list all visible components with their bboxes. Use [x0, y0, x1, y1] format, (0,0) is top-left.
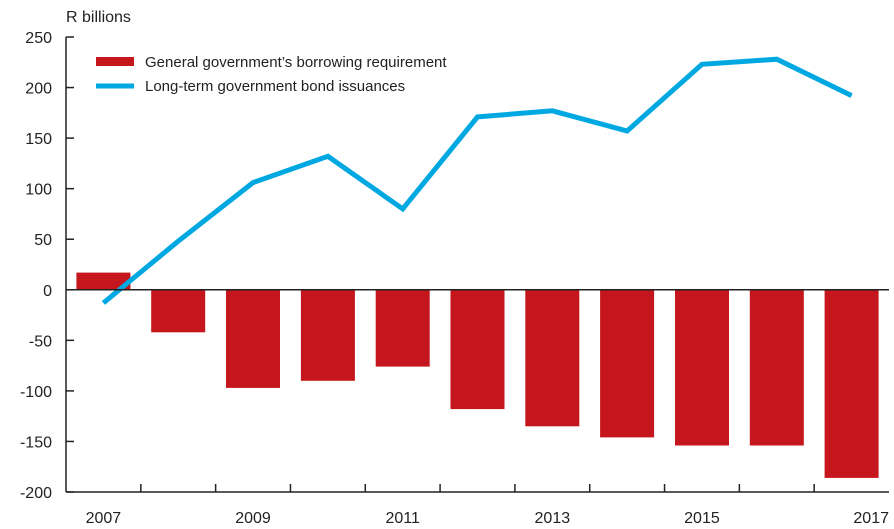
y-axis-unit-label: R billions	[66, 9, 131, 26]
bar-2015	[675, 289, 729, 446]
bar-2009	[226, 289, 280, 388]
y-tick-label: -50	[29, 333, 52, 350]
y-tick-label: 50	[34, 232, 52, 249]
bar-2012	[450, 289, 505, 410]
bar-2013	[525, 289, 580, 427]
legend-label-bond-issuances: Long-term government bond issuances	[145, 78, 405, 95]
bond-issuances-line	[101, 56, 853, 305]
y-tick-label: 200	[25, 81, 52, 98]
x-tick-label: 2007	[86, 510, 122, 527]
y-tick-label: 100	[25, 182, 52, 199]
bar-2016	[749, 289, 804, 446]
legend-swatch-borrowing	[96, 57, 134, 66]
bar-2011	[375, 289, 430, 367]
y-tick-label: -100	[20, 384, 52, 401]
y-tick-label: 250	[25, 30, 52, 47]
line-layer	[101, 56, 853, 305]
bar-2008	[151, 289, 206, 333]
axes-layer: 250 200 150 100 50 0 -50 -100 -150 -200 2007 2009 20…	[20, 30, 889, 527]
legend-label-borrowing: General government’s borrowing requireme…	[145, 54, 447, 71]
y-tick-label: 150	[25, 131, 52, 148]
bars-layer	[76, 272, 879, 478]
bar-2007	[76, 272, 131, 290]
x-tick-label: 2009	[235, 510, 271, 527]
x-tick-label: 2017	[853, 510, 889, 527]
x-tick-label: 2011	[385, 510, 420, 527]
bar-2017	[824, 289, 879, 478]
legend: General government’s borrowing requireme…	[96, 54, 447, 95]
bar-2010	[300, 289, 355, 381]
x-tick-label: 2013	[535, 510, 571, 527]
y-tick-label: -200	[20, 485, 52, 502]
y-tick-label: -150	[20, 434, 52, 451]
x-tick-label: 2015	[684, 510, 720, 527]
y-tick-label: 0	[43, 283, 52, 300]
bar-2014	[600, 289, 655, 438]
